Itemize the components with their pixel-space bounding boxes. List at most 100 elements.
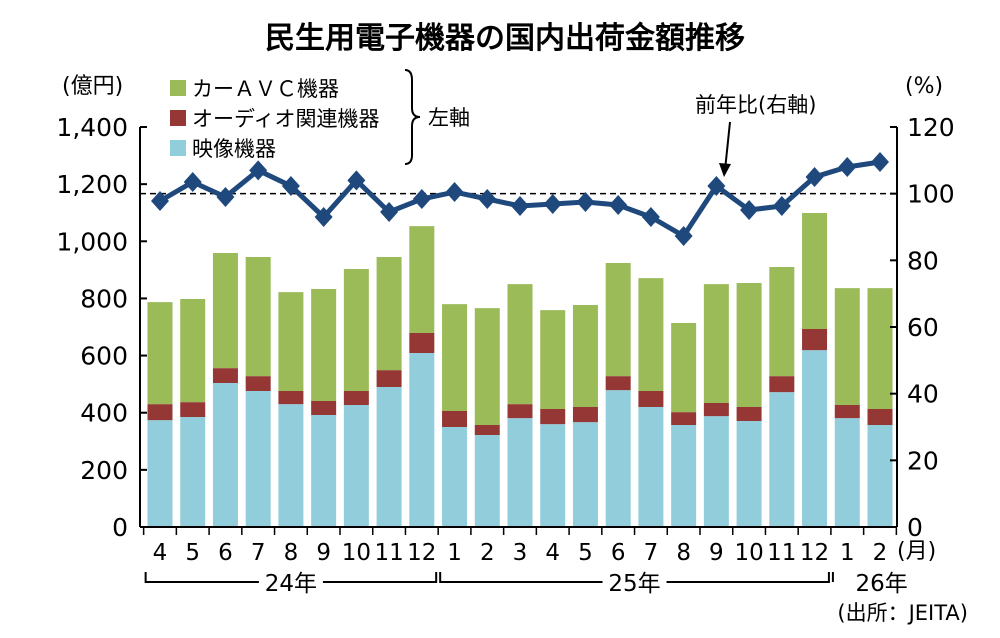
legend-bracket — [404, 69, 421, 165]
legend-bracket-label: 左軸 — [428, 106, 470, 130]
bar-audio — [343, 391, 369, 405]
bar-video — [147, 420, 173, 527]
bar-audio — [245, 376, 271, 391]
bar-car-avc — [409, 226, 435, 333]
yoy-point-marker — [609, 195, 628, 215]
bar-audio — [311, 401, 337, 415]
yoy-point-marker — [838, 157, 857, 177]
bar-audio — [736, 407, 762, 421]
yoy-point-marker — [543, 194, 562, 214]
bar-video — [671, 425, 697, 527]
bar-video — [311, 415, 337, 527]
yoy-point-marker — [707, 176, 726, 196]
bar-audio — [180, 402, 206, 417]
axes-layer: 0 200 400 600 800 1,000 1,200 1,400 0 20 40 60 80 100… — [56, 113, 954, 566]
left-axis-tick-label: 800 — [80, 284, 128, 313]
x-axis-tick-label: 11 — [374, 540, 403, 566]
bar-car-avc — [605, 263, 631, 377]
bar-video — [703, 416, 729, 527]
left-axis-tick-label: 1,400 — [56, 113, 128, 142]
right-axis-tick-label: 0 — [907, 513, 923, 542]
x-axis-tick-label: 2 — [873, 540, 888, 566]
bar-video — [180, 417, 206, 527]
yoy-point-marker — [445, 182, 464, 202]
x-axis-tick-label: 12 — [800, 540, 829, 566]
bar-car-avc — [572, 305, 598, 407]
yoy-point-marker — [314, 207, 333, 227]
bar-video — [507, 418, 533, 527]
bar-car-avc — [671, 323, 697, 413]
bar-car-avc — [540, 310, 566, 409]
line-annotation: 前年比(右軸) — [695, 93, 816, 117]
bar-video — [474, 435, 500, 527]
yoy-point-marker — [805, 167, 824, 187]
annotation-arrow — [724, 121, 731, 171]
x-axis-tick-label: 5 — [185, 540, 200, 566]
left-axis-unit: (億円) — [62, 74, 123, 99]
bar-car-avc — [311, 289, 337, 401]
yoy-point-marker — [478, 189, 497, 209]
bar-video — [802, 350, 828, 527]
yoy-point-marker — [576, 192, 595, 212]
bar-car-avc — [638, 278, 664, 391]
bar-car-avc — [769, 267, 795, 377]
x-axis-tick-label: 3 — [513, 540, 528, 566]
x-axis-tick-label: 4 — [545, 540, 560, 566]
year-label-bg — [258, 570, 323, 594]
yoy-point-marker — [412, 189, 431, 209]
x-axis-tick-label: 5 — [578, 540, 593, 566]
bar-audio — [474, 425, 500, 435]
bar-car-avc — [834, 288, 860, 405]
bar-audio — [540, 409, 566, 425]
annotation-arrowhead — [719, 163, 731, 177]
x-axis-tick-label: 7 — [251, 540, 266, 566]
legend-label-audio: オーディオ関連機器 — [192, 107, 380, 131]
bar-video — [638, 407, 664, 527]
bar-car-avc — [245, 257, 271, 377]
yoy-point-marker — [216, 187, 235, 207]
bar-car-avc — [474, 308, 500, 425]
bar-audio — [834, 405, 860, 419]
yoy-point-marker — [871, 152, 889, 172]
chart-title: 民生用電子機器の国内出荷金額推移 — [265, 21, 745, 56]
year-label: 25年 — [608, 571, 660, 597]
bar-audio — [867, 409, 893, 425]
bar-car-avc — [703, 284, 729, 403]
bar-audio — [572, 407, 598, 423]
left-axis-tick-label: 200 — [80, 456, 128, 485]
bar-audio — [376, 370, 402, 387]
right-axis-tick-label: 120 — [907, 113, 955, 142]
x-axis-tick-label: 8 — [676, 540, 691, 566]
yoy-point-marker — [511, 196, 529, 216]
bar-car-avc — [442, 304, 468, 411]
bar-video — [540, 424, 566, 527]
bar-car-avc — [802, 213, 828, 329]
left-axis-tick-label: 1,000 — [56, 227, 128, 256]
bar-video — [834, 418, 860, 527]
bar-video — [867, 425, 893, 527]
yoy-point-marker — [347, 170, 366, 191]
x-axis-tick-label: 6 — [218, 540, 233, 566]
source-note: (出所：JEITA) — [837, 601, 968, 625]
bar-audio — [507, 404, 533, 419]
bar-car-avc — [507, 284, 533, 405]
bar-car-avc — [278, 292, 304, 391]
left-axis-tick-label: 400 — [80, 399, 128, 428]
yoy-point-marker — [641, 207, 660, 227]
bar-video — [442, 427, 468, 527]
left-axis-tick-label: 1,200 — [56, 170, 128, 199]
bar-audio — [442, 411, 468, 427]
bar-video — [376, 387, 402, 527]
line-layer — [151, 152, 889, 246]
left-axis-tick-label: 0 — [112, 513, 128, 542]
bar-audio — [703, 403, 729, 417]
yoy-point-marker — [380, 202, 399, 222]
bar-video — [572, 422, 598, 527]
bar-video — [409, 353, 435, 527]
right-axis-tick-label: 40 — [907, 380, 939, 409]
bar-video — [212, 383, 238, 527]
bar-car-avc — [212, 253, 238, 369]
bars-layer — [147, 213, 893, 527]
bar-audio — [278, 391, 304, 405]
right-axis-tick-label: 80 — [907, 246, 939, 275]
